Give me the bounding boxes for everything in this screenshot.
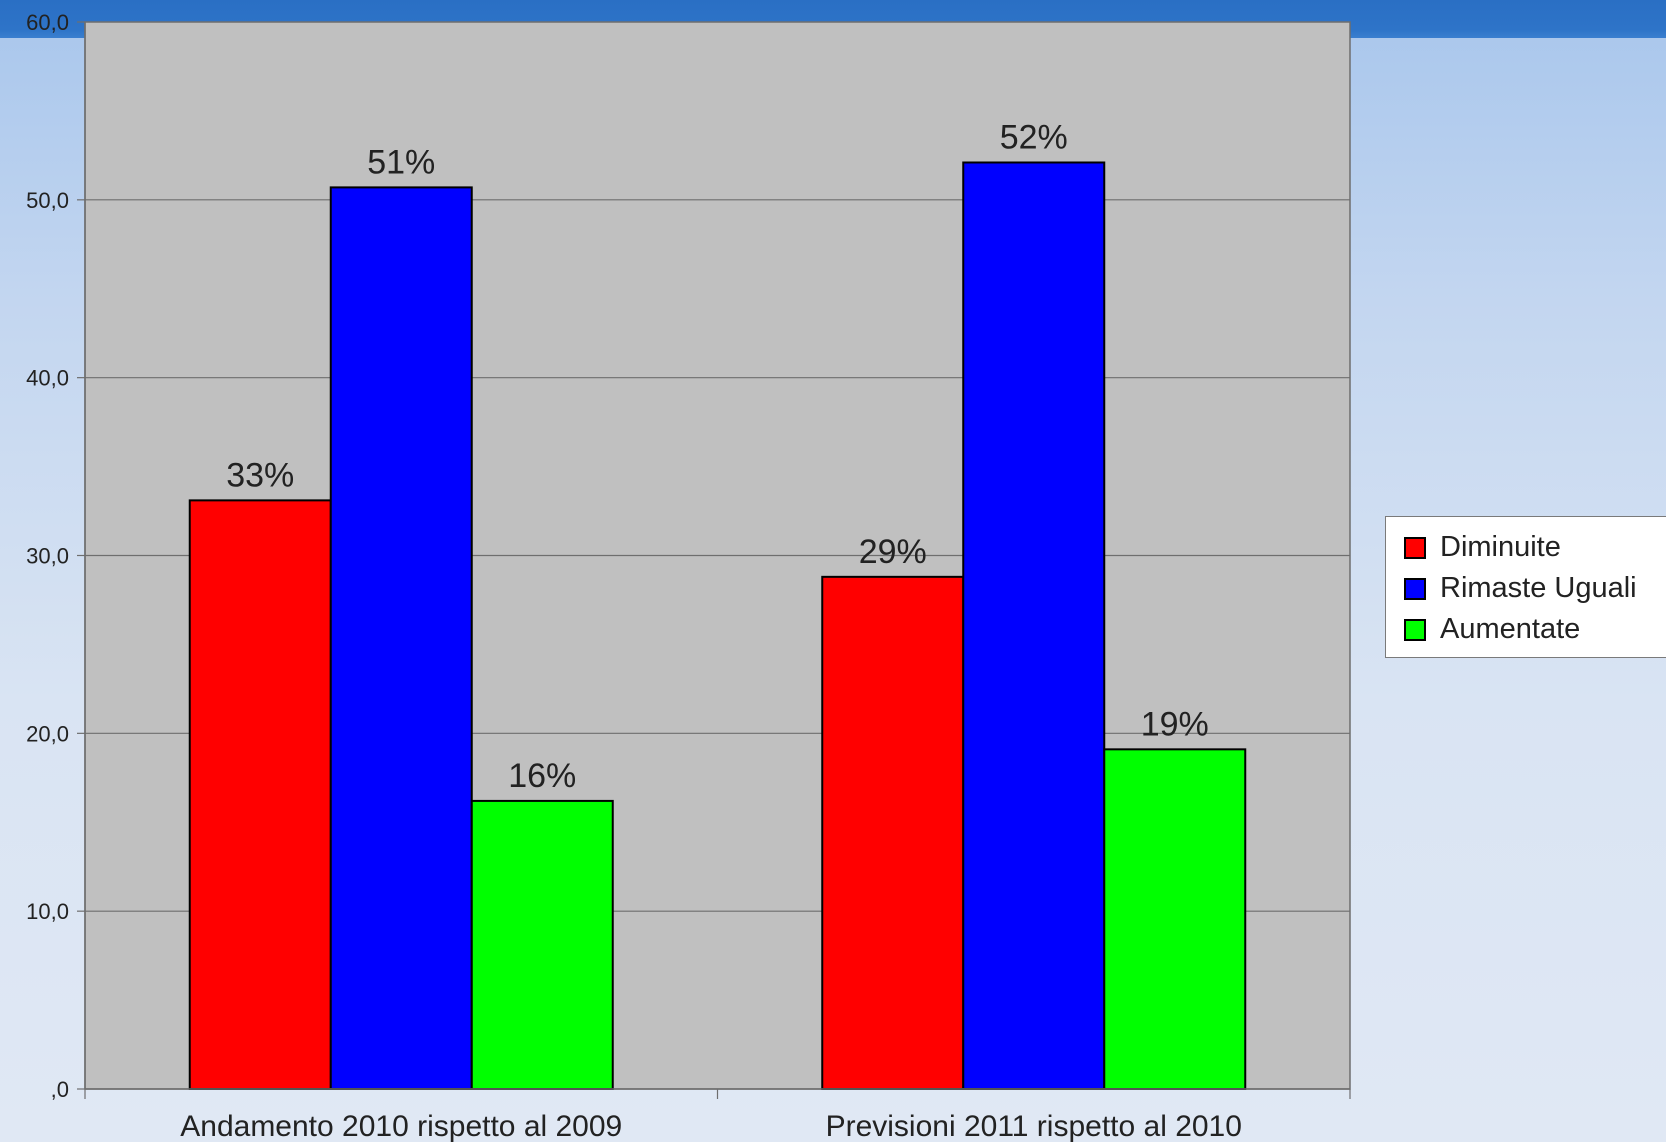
- data-label: 51%: [367, 143, 435, 181]
- legend-item: Diminuite: [1404, 527, 1666, 568]
- bar-aumentate: [470, 799, 614, 1090]
- data-label: 52%: [1000, 118, 1068, 156]
- legend: Diminuite Rimaste Uguali Aumentate: [1385, 516, 1666, 658]
- y-tick-label: 30,0: [26, 544, 69, 569]
- legend-label: Rimaste Uguali: [1440, 572, 1637, 604]
- bar-rimaste-uguali: [329, 186, 473, 1090]
- y-tick-label: 20,0: [26, 721, 69, 746]
- legend-swatch: [1404, 618, 1426, 641]
- y-tick-label: 10,0: [26, 899, 69, 924]
- legend-swatch: [1404, 536, 1426, 559]
- data-label: 16%: [508, 757, 576, 795]
- x-axis-categories: Andamento 2010 rispetto al 2009 Prevision…: [180, 1110, 1242, 1142]
- bar-diminuite: [188, 499, 332, 1091]
- legend-label: Aumentate: [1440, 613, 1581, 645]
- data-label: 19%: [1141, 705, 1209, 743]
- y-tick-label: ,0: [51, 1077, 69, 1102]
- data-labels: 33% 51% 16% 29% 52% 19%: [226, 118, 1209, 794]
- bar-diminuite: [821, 575, 965, 1090]
- y-tick-label: 40,0: [26, 366, 69, 391]
- legend-swatch: [1404, 577, 1426, 600]
- legend-item: Rimaste Uguali: [1404, 568, 1666, 609]
- y-tick-label: 60,0: [26, 10, 69, 35]
- legend-item: Aumentate: [1404, 609, 1666, 650]
- bar-aumentate: [1103, 748, 1247, 1090]
- data-label: 29%: [859, 533, 927, 571]
- data-label: 33%: [226, 456, 294, 494]
- legend-label: Diminuite: [1440, 531, 1561, 563]
- y-tick-label: 50,0: [26, 188, 69, 213]
- x-category-label: Andamento 2010 rispetto al 2009: [180, 1110, 622, 1142]
- bars: [188, 161, 1247, 1091]
- bar-rimaste-uguali: [962, 161, 1106, 1090]
- x-category-label: Previsioni 2011 rispetto al 2010: [826, 1110, 1242, 1142]
- y-axis-ticks: ,0 10,0 20,0 30,0 40,0 50,0 60,0: [26, 10, 85, 1102]
